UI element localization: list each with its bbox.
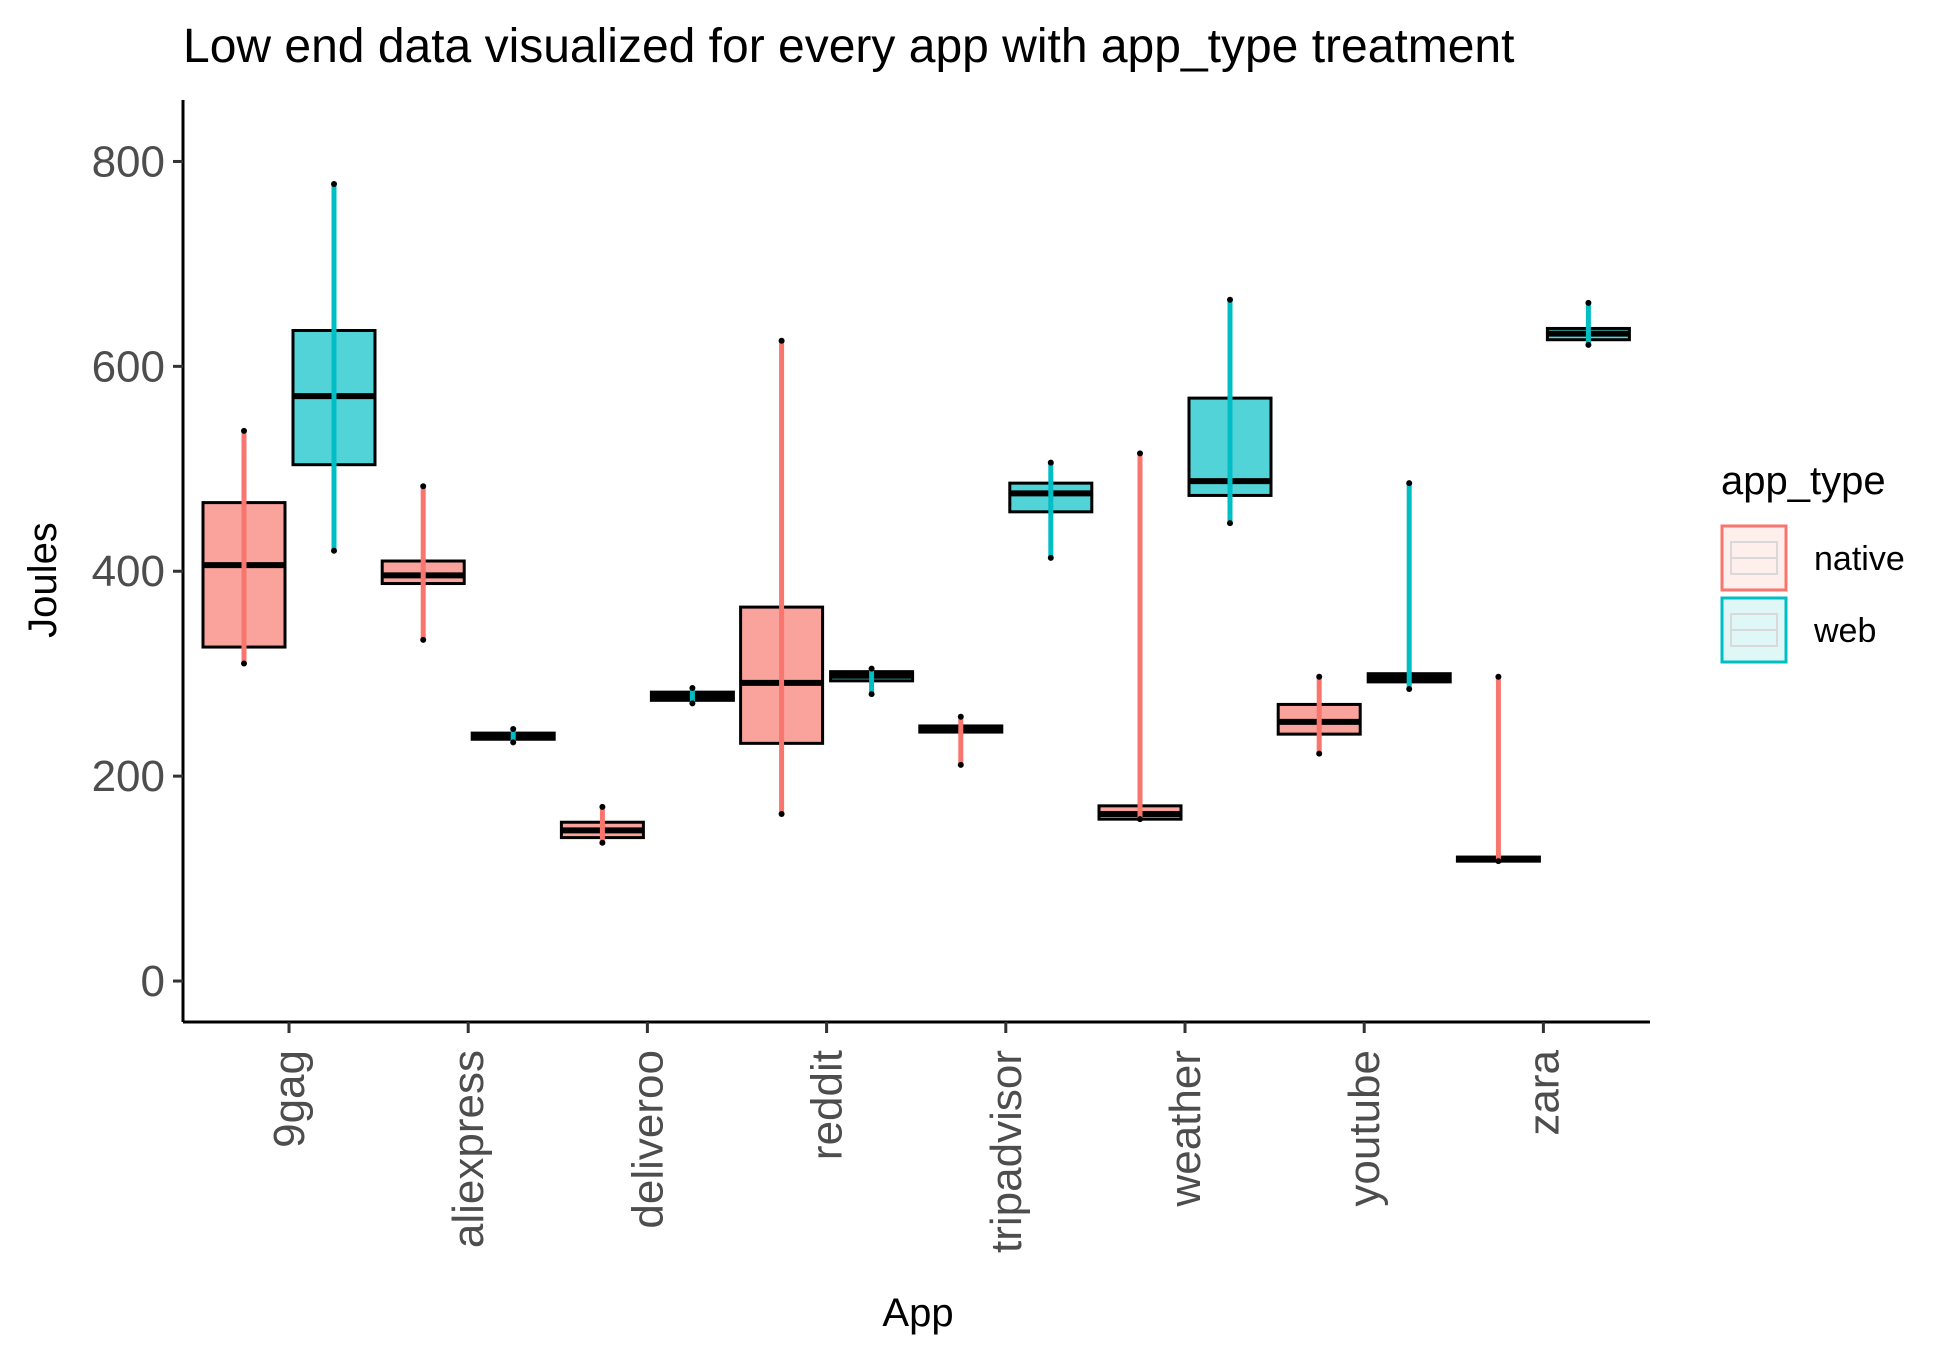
x-tick-label: zara xyxy=(1519,1049,1568,1135)
box-native-tripadvisor xyxy=(918,713,1004,768)
max-point xyxy=(510,726,517,733)
box-native-zara xyxy=(1455,673,1541,865)
min-point xyxy=(957,761,964,768)
max-point xyxy=(778,337,785,344)
max-point xyxy=(331,181,337,188)
box-native-deliveroo xyxy=(559,803,645,846)
x-tick-label: tripadvisor xyxy=(982,1050,1031,1253)
max-point xyxy=(1137,450,1143,457)
box-native-aliexpress xyxy=(380,483,466,643)
y-tick-label: 0 xyxy=(141,957,165,1006)
x-tick-label: youtube xyxy=(1340,1050,1389,1207)
box-web-zara xyxy=(1545,299,1631,348)
chart-title: Low end data visualized for every app wi… xyxy=(183,20,1514,73)
legend-entry-web: web xyxy=(1720,596,1876,664)
box-web-youtube xyxy=(1366,480,1452,693)
axes: 0 200 400 600 800 9gag aliexpress deliveroo redd… xyxy=(92,100,1650,1253)
x-tick-label: 9gag xyxy=(265,1050,314,1148)
min-point xyxy=(689,700,696,707)
max-point xyxy=(1047,459,1054,466)
max-point xyxy=(868,665,875,672)
box-web-reddit xyxy=(829,665,915,698)
box-native-reddit xyxy=(739,337,825,818)
max-point xyxy=(1316,673,1323,680)
min-point xyxy=(420,636,427,643)
max-point xyxy=(1227,296,1233,303)
x-tick-label: reddit xyxy=(803,1050,852,1160)
x-tick-label: aliexpress xyxy=(444,1050,493,1248)
max-point xyxy=(1406,480,1413,487)
box-web-9gag xyxy=(291,181,377,554)
x-tick-label: deliveroo xyxy=(623,1050,672,1229)
y-tick-label: 600 xyxy=(92,342,165,391)
x-tick-label: weather xyxy=(1161,1050,1210,1208)
legend-title: app_type xyxy=(1721,459,1886,503)
box-web-tripadvisor xyxy=(1008,459,1094,561)
min-point xyxy=(241,660,247,667)
min-point xyxy=(1047,554,1054,561)
box-web-aliexpress xyxy=(470,726,556,746)
min-point xyxy=(1495,858,1502,865)
box-web-deliveroo xyxy=(649,685,735,707)
x-axis-title: App xyxy=(882,1291,953,1335)
legend-label: native xyxy=(1814,540,1905,578)
max-point xyxy=(957,713,964,720)
y-tick-label: 200 xyxy=(92,752,165,801)
max-point xyxy=(420,483,427,490)
min-point xyxy=(1227,520,1233,527)
min-point xyxy=(778,811,785,818)
max-point xyxy=(689,685,696,692)
min-point xyxy=(1585,341,1592,348)
min-point xyxy=(1316,750,1323,757)
min-point xyxy=(599,839,606,846)
max-point xyxy=(241,427,247,434)
legend-label: web xyxy=(1813,612,1876,650)
min-point xyxy=(331,547,337,554)
min-point xyxy=(868,691,875,698)
max-point xyxy=(1495,673,1502,680)
min-point xyxy=(1137,816,1143,823)
max-point xyxy=(599,803,606,810)
plot-area xyxy=(201,181,1631,865)
legend: app_type native web xyxy=(1720,459,1905,664)
box-native-youtube xyxy=(1276,673,1362,757)
y-axis-title: Joules xyxy=(21,522,65,638)
max-point xyxy=(1585,299,1592,306)
y-tick-label: 400 xyxy=(92,547,165,596)
legend-entry-native: native xyxy=(1720,524,1905,592)
box-web-weather xyxy=(1187,296,1273,527)
box-native-9gag xyxy=(201,427,287,667)
min-point xyxy=(1406,686,1413,693)
box-native-weather xyxy=(1097,450,1183,823)
min-point xyxy=(510,739,517,746)
y-tick-label: 800 xyxy=(92,137,165,186)
